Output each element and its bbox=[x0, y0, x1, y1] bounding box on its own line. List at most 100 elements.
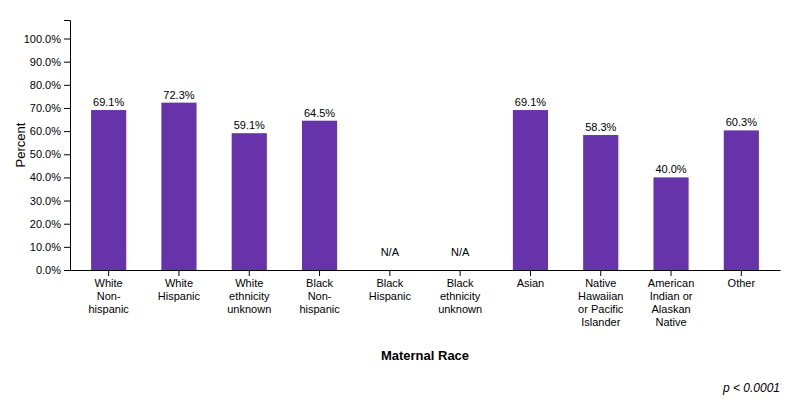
y-tick-label: 30.0% bbox=[30, 195, 61, 207]
y-axis: 0.0% 10.0% 20.0% 30.0% 40.0% 50.0% 60.0% 70.0% 8… bbox=[24, 21, 71, 277]
x-tick-label-line: Non- bbox=[308, 290, 332, 302]
data-label: 64.5% bbox=[304, 107, 335, 119]
x-tick-label: Asian bbox=[517, 277, 545, 289]
y-tick-label: 60.0% bbox=[30, 125, 61, 137]
y-tick-mark bbox=[64, 108, 70, 109]
x-tick-label: Blackethnicityunknown bbox=[438, 277, 482, 315]
bar bbox=[161, 103, 196, 270]
x-tick-label-line: Black bbox=[306, 277, 333, 289]
x-tick-label: NativeHawaiianor PacificIslander bbox=[578, 277, 624, 329]
y-tick-label: 0.0% bbox=[36, 264, 61, 276]
x-tick-label-line: Native bbox=[655, 316, 686, 328]
y-tick-label: 50.0% bbox=[30, 148, 61, 160]
data-label: 69.1% bbox=[93, 96, 124, 108]
bars bbox=[91, 103, 759, 270]
x-tick: BlackNon-hispanic bbox=[299, 270, 340, 315]
x-tick-mark bbox=[319, 270, 320, 276]
data-label: N/A bbox=[451, 246, 470, 258]
data-label: 59.1% bbox=[234, 119, 265, 131]
y-tick-mark bbox=[64, 39, 70, 40]
x-tick-label: AmericanIndian orAlaskanNative bbox=[648, 277, 694, 329]
x-tick: Asian bbox=[517, 270, 545, 289]
y-tick-mark bbox=[64, 85, 70, 86]
y-tick-label: 80.0% bbox=[30, 79, 61, 91]
x-tick-label-line: White bbox=[95, 277, 123, 289]
x-tick: BlackHispanic bbox=[369, 270, 412, 302]
x-tick-label: WhiteHispanic bbox=[158, 277, 201, 302]
y-tick-label: 20.0% bbox=[30, 218, 61, 230]
x-tick: AmericanIndian orAlaskanNative bbox=[648, 270, 694, 328]
bar bbox=[724, 130, 759, 270]
x-axis-title: Maternal Race bbox=[381, 348, 469, 363]
y-tick: 10.0% bbox=[30, 241, 70, 253]
y-tick: 100.0% bbox=[24, 33, 70, 45]
bar bbox=[583, 135, 618, 270]
x-tick: WhiteNon-hispanic bbox=[88, 270, 129, 315]
y-axis-title: Percent bbox=[13, 122, 28, 167]
data-label: 60.3% bbox=[726, 116, 757, 128]
y-tick-label: 70.0% bbox=[30, 102, 61, 114]
y-tick-mark bbox=[64, 131, 70, 132]
plot-area: WhiteNon-hispanicWhiteHispanicWhiteethni… bbox=[24, 21, 781, 329]
x-axis: WhiteNon-hispanicWhiteHispanicWhiteethni… bbox=[71, 270, 781, 328]
chart: WhiteNon-hispanicWhiteHispanicWhiteethni… bbox=[0, 0, 800, 400]
x-tick-mark bbox=[178, 270, 179, 276]
x-tick-label: WhiteNon-hispanic bbox=[88, 277, 129, 315]
x-tick-mark bbox=[530, 270, 531, 276]
bar bbox=[302, 121, 337, 270]
y-tick: 20.0% bbox=[30, 218, 70, 230]
y-tick: 0.0% bbox=[36, 264, 70, 276]
x-tick-label-line: Native bbox=[585, 277, 616, 289]
x-tick-label-line: unknown bbox=[227, 303, 271, 315]
x-tick-label-line: ethnicity bbox=[229, 290, 270, 302]
x-tick-label-line: hispanic bbox=[88, 303, 129, 315]
x-tick-label-line: unknown bbox=[438, 303, 482, 315]
data-label: 40.0% bbox=[655, 163, 686, 175]
x-tick-label: Whiteethnicityunknown bbox=[227, 277, 271, 315]
x-tick-label-line: Indian or bbox=[650, 290, 693, 302]
x-tick-label-line: Black bbox=[376, 277, 403, 289]
x-tick: WhiteHispanic bbox=[158, 270, 201, 302]
x-tick: Blackethnicityunknown bbox=[438, 270, 482, 315]
y-tick-label: 10.0% bbox=[30, 241, 61, 253]
data-label: N/A bbox=[381, 246, 400, 258]
x-tick-label-line: Hispanic bbox=[369, 290, 412, 302]
x-tick-mark bbox=[249, 270, 250, 276]
y-tick: 60.0% bbox=[30, 125, 70, 137]
y-tick-mark bbox=[64, 270, 70, 271]
bar bbox=[653, 177, 688, 270]
x-tick-label: BlackNon-hispanic bbox=[299, 277, 340, 315]
x-tick-label-line: or Pacific bbox=[578, 303, 624, 315]
y-tick-mark bbox=[64, 201, 70, 202]
y-tick-label: 100.0% bbox=[24, 33, 62, 45]
y-tick-mark bbox=[64, 224, 70, 225]
y-tick: 40.0% bbox=[30, 171, 70, 183]
x-tick-label-line: Alaskan bbox=[651, 303, 690, 315]
x-tick-label-line: Non- bbox=[97, 290, 121, 302]
y-tick-label: 90.0% bbox=[30, 56, 61, 68]
x-tick-mark bbox=[389, 270, 390, 276]
x-tick-label-line: Islander bbox=[581, 316, 620, 328]
x-tick-label-line: Black bbox=[447, 277, 474, 289]
y-tick-mark bbox=[64, 62, 70, 63]
annotation: p < 0.0001 bbox=[722, 381, 780, 395]
x-tick-label-line: ethnicity bbox=[440, 290, 481, 302]
x-tick-label-line: Hispanic bbox=[158, 290, 201, 302]
bar bbox=[513, 110, 548, 270]
x-axis-line bbox=[71, 270, 781, 271]
x-tick-mark bbox=[671, 270, 672, 276]
x-tick-label-line: White bbox=[165, 277, 193, 289]
y-tick: 70.0% bbox=[30, 102, 70, 114]
data-label: 69.1% bbox=[515, 96, 546, 108]
y-tick-label: 40.0% bbox=[30, 171, 61, 183]
x-tick-label-line: Other bbox=[728, 277, 756, 289]
y-tick: 80.0% bbox=[30, 79, 70, 91]
x-tick-label-line: Hawaiian bbox=[578, 290, 623, 302]
x-tick-mark bbox=[600, 270, 601, 276]
x-tick: NativeHawaiianor PacificIslander bbox=[578, 270, 624, 328]
y-axis-line bbox=[64, 21, 71, 271]
x-tick-mark bbox=[108, 270, 109, 276]
x-tick-label-line: American bbox=[648, 277, 694, 289]
bar bbox=[232, 133, 267, 270]
x-tick-label-line: Asian bbox=[517, 277, 545, 289]
